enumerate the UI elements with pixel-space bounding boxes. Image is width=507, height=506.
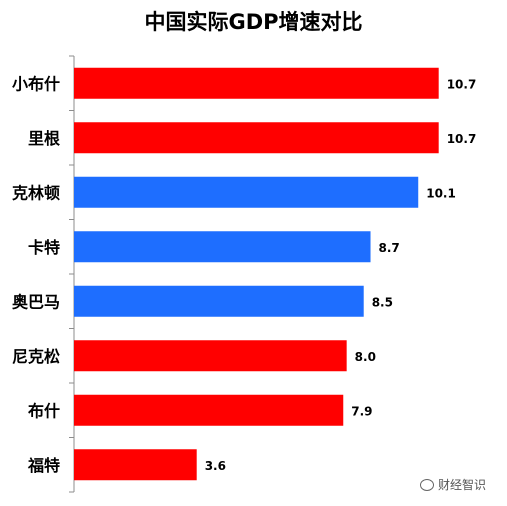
chart-title: 中国实际GDP增速对比: [144, 10, 363, 34]
bar: [74, 449, 197, 481]
bar: [74, 176, 419, 208]
category-label: 布什: [28, 401, 60, 420]
watermark-text: 财经智识: [438, 478, 487, 492]
bar: [74, 394, 344, 426]
bar: [74, 340, 347, 372]
data-label: 3.6: [205, 459, 226, 473]
category-label: 福特: [27, 456, 60, 475]
wechat-icon: [420, 478, 434, 491]
category-label: 卡特: [28, 238, 60, 257]
watermark: 财经智识: [420, 476, 486, 493]
data-label: 10.1: [426, 186, 456, 200]
bar: [74, 67, 439, 99]
category-label: 尼克松: [12, 347, 60, 366]
category-label: 小布什: [12, 74, 60, 93]
data-label: 8.5: [372, 295, 393, 309]
data-label: 8.7: [379, 241, 400, 255]
data-label: 7.9: [351, 404, 372, 418]
data-label: 10.7: [447, 132, 477, 146]
bar: [74, 285, 364, 317]
category-label: 克林顿: [12, 183, 60, 202]
category-label: 奥巴马: [12, 292, 60, 311]
data-label: 8.0: [355, 350, 376, 364]
category-label: 里根: [28, 129, 60, 148]
bar: [74, 122, 439, 154]
bar: [74, 231, 371, 263]
data-label: 10.7: [447, 77, 477, 91]
